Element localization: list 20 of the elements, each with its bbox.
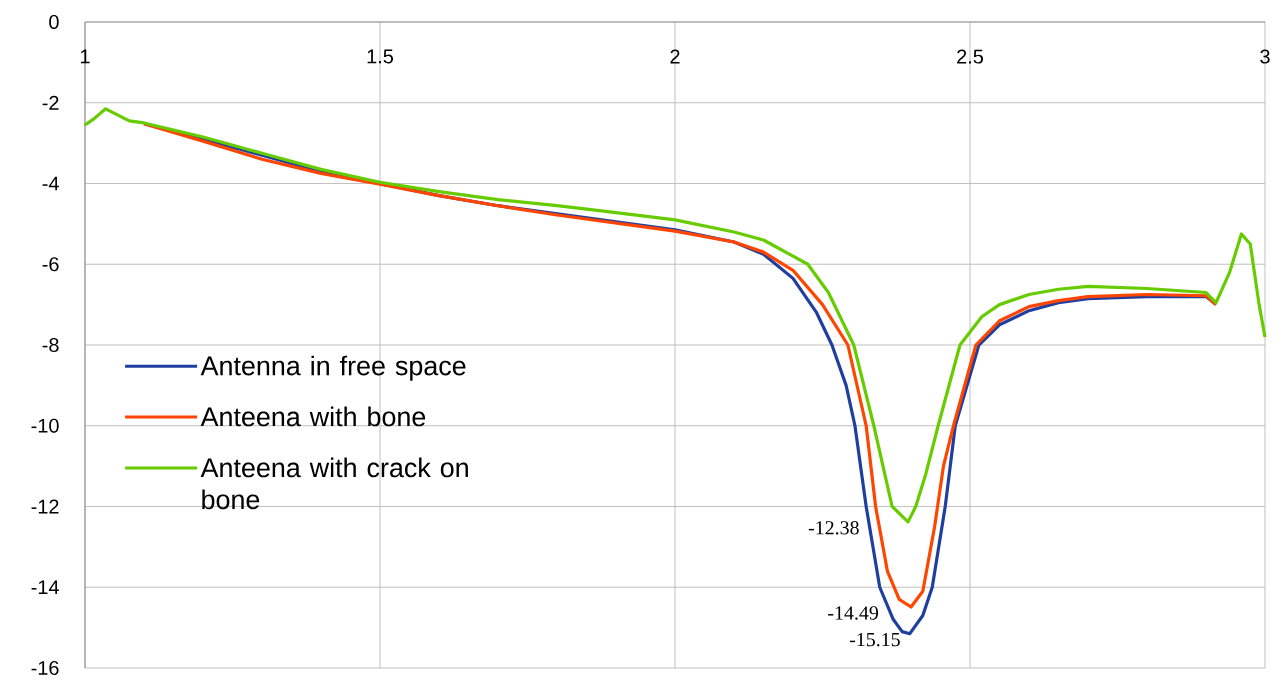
x-tick-label: 1.5 [367,49,394,64]
legend-label: Antenna in free space [200,355,466,381]
x-tick-label: 2.5 [957,49,984,64]
legend-label: Anteena with bone [200,406,426,427]
y-tick-label: -12 [31,499,59,514]
annotation: -15.15 [849,632,900,647]
x-tick-label: 2 [670,49,680,64]
y-tick-label: -4 [42,176,59,191]
y-tick-label: -10 [31,418,59,433]
legend-label: Anteena with crack on bone [200,457,468,510]
annotation: -14.49 [828,606,879,620]
y-tick-label: -16 [31,660,59,676]
annotation: -12.38 [808,521,859,535]
y-tick-label: -14 [31,580,59,595]
x-tick-label: 3 [1260,49,1270,64]
y-tick-label: -6 [42,257,59,272]
y-tick-label: -8 [42,337,59,353]
x-tick-label: 1 [80,49,90,64]
y-tick-label: 0 [49,14,59,30]
y-tick-label: -2 [42,95,59,110]
